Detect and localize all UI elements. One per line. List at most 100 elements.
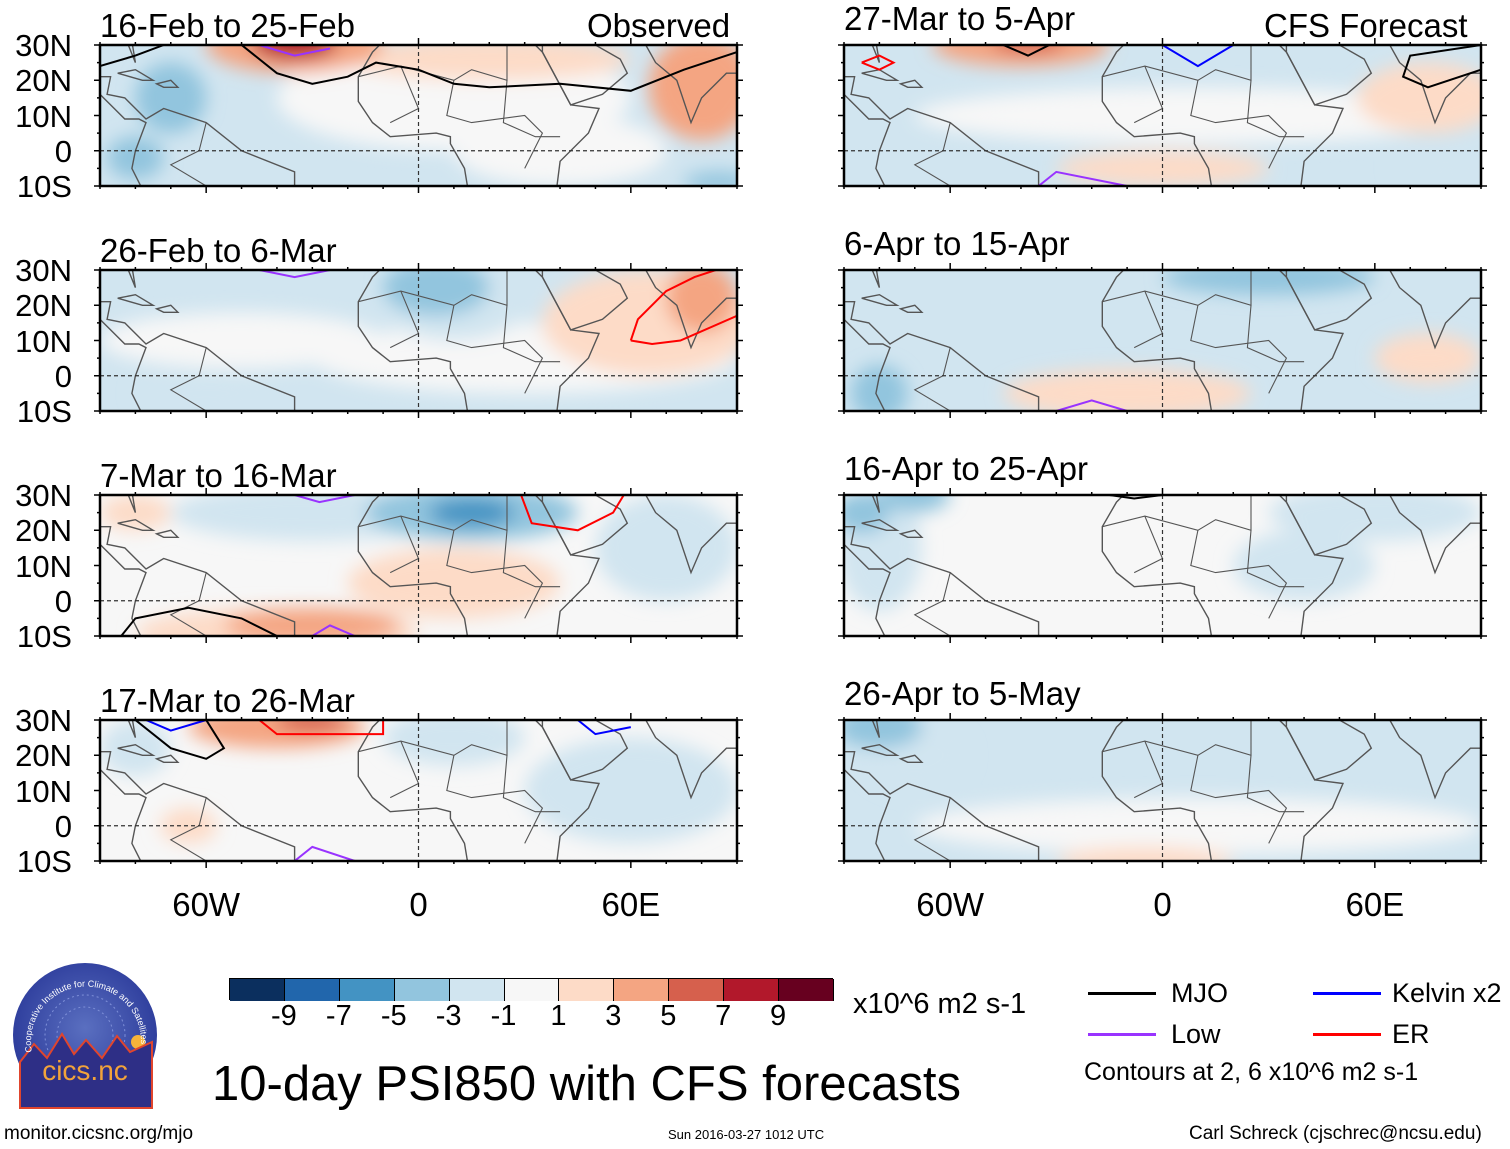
colorbar-swatch: [779, 979, 834, 1001]
coastline: [357, 495, 601, 636]
country-border: [1190, 530, 1288, 619]
forecast-label: CFS Forecast: [1264, 7, 1468, 44]
colorbar: [229, 978, 834, 1001]
contour-low: [311, 624, 356, 636]
country-border: [1102, 270, 1252, 307]
lat-label: 30N: [15, 28, 72, 63]
anomaly-region: [1003, 368, 1251, 411]
contour-kelvin: [1161, 45, 1234, 68]
anomaly-region: [914, 87, 1481, 144]
contour-low: [1056, 399, 1128, 411]
coastline: [154, 529, 180, 538]
panel-title: 16-Apr to 25-Apr: [844, 450, 1088, 487]
legend-swatch-mjo: [1088, 992, 1156, 995]
lat-label: 0: [54, 808, 72, 844]
coastline: [844, 76, 1040, 186]
coastline: [541, 45, 629, 106]
coastline: [100, 76, 296, 186]
country-border: [913, 122, 951, 186]
coastline: [154, 754, 180, 763]
panel-title: 17-Mar to 26-Mar: [100, 682, 355, 719]
panel-title: 16-Feb to 25-Feb: [100, 7, 355, 44]
colorbar-tick-label: -3: [435, 1000, 462, 1032]
contour-mjo: [134, 720, 226, 760]
country-border: [1190, 755, 1288, 844]
colorbar-swatch: [669, 979, 725, 1001]
anomaly-region: [524, 737, 737, 844]
legend-swatch-kelvin: [1313, 992, 1381, 995]
contour-er: [861, 54, 896, 71]
colorbar-swatch: [559, 979, 615, 1001]
country-border: [169, 347, 207, 411]
map-panel: [838, 263, 1487, 418]
colorbar-tick-label: -9: [271, 1000, 297, 1032]
source-url[interactable]: monitor.cicsnc.org/mjo: [4, 1123, 194, 1144]
contour-mjo: [240, 45, 737, 92]
legend-label-kelvin: Kelvin x2: [1392, 978, 1502, 1008]
colorbar-swatch: [284, 979, 340, 1001]
contour-low: [1037, 170, 1128, 186]
coastline: [100, 751, 296, 861]
country-border: [1190, 305, 1288, 394]
colorbar-swatch: [614, 979, 670, 1001]
contour-er: [520, 495, 625, 532]
country-border: [913, 572, 951, 636]
figure-title: 10-day PSI850 with CFS forecasts: [212, 1057, 961, 1111]
coastline: [1388, 495, 1481, 575]
anomaly-region: [1162, 270, 1375, 295]
coastline: [644, 45, 737, 125]
colorbar-tick-label: 7: [715, 1000, 732, 1032]
coastline: [861, 68, 900, 81]
coastline: [357, 720, 601, 861]
panel-title: 27-Mar to 5-Apr: [844, 0, 1076, 37]
panel-title: 7-Mar to 16-Mar: [100, 457, 337, 494]
country-border: [502, 305, 561, 363]
colorbar-swatch: [230, 979, 285, 1001]
coastline: [117, 293, 156, 306]
country-border: [358, 720, 508, 757]
country-border: [169, 797, 207, 861]
map-panel: [838, 38, 1487, 193]
anomaly-region: [851, 365, 908, 411]
coastline: [898, 304, 924, 313]
anomaly-region: [1056, 150, 1269, 186]
anomaly-region: [223, 607, 401, 636]
lat-label: 30N: [15, 703, 72, 738]
contour-low: [259, 45, 331, 57]
anomaly-region: [683, 171, 737, 186]
coastline: [541, 270, 629, 331]
lon-label: 60E: [1345, 886, 1405, 923]
coastline: [861, 518, 900, 531]
colorbar-swatch: [724, 979, 780, 1001]
coastline: [1285, 495, 1373, 556]
panel-title: 26-Feb to 6-Mar: [100, 232, 337, 269]
map-panel: [838, 713, 1487, 868]
coastline: [1101, 45, 1345, 186]
contour-note: Contours at 2, 6 x10^6 m2 s-1: [1084, 1058, 1419, 1086]
lat-label: 0: [54, 133, 72, 169]
country-border: [1246, 530, 1305, 588]
contour-er: [629, 270, 717, 341]
coastline: [844, 526, 1040, 636]
contour-er: [258, 720, 385, 736]
panel-title: 26-Apr to 5-May: [844, 675, 1081, 712]
anomaly-region: [1268, 495, 1481, 541]
coastline: [357, 270, 601, 411]
lat-label: 0: [54, 358, 72, 394]
contour-mjo: [1401, 45, 1481, 89]
coastline: [861, 293, 900, 306]
anomaly-region: [879, 495, 951, 513]
lat-label: 20N: [15, 288, 72, 324]
author-credit: Carl Schreck (cjschrec@ncsu.edu): [1189, 1123, 1482, 1144]
anomaly-region: [100, 720, 171, 777]
panel-title: 6-Apr to 15-Apr: [844, 225, 1070, 262]
country-border: [1246, 305, 1305, 363]
cics-logo: Cooperative Institute for Climate and Sa…: [13, 963, 157, 1109]
country-border: [169, 122, 207, 186]
lat-label: 10S: [16, 619, 72, 654]
lat-label: 20N: [15, 63, 72, 99]
coastline: [844, 720, 881, 738]
lat-label: 10N: [15, 773, 72, 809]
lat-label: 30N: [15, 478, 72, 513]
coastline: [154, 304, 180, 313]
